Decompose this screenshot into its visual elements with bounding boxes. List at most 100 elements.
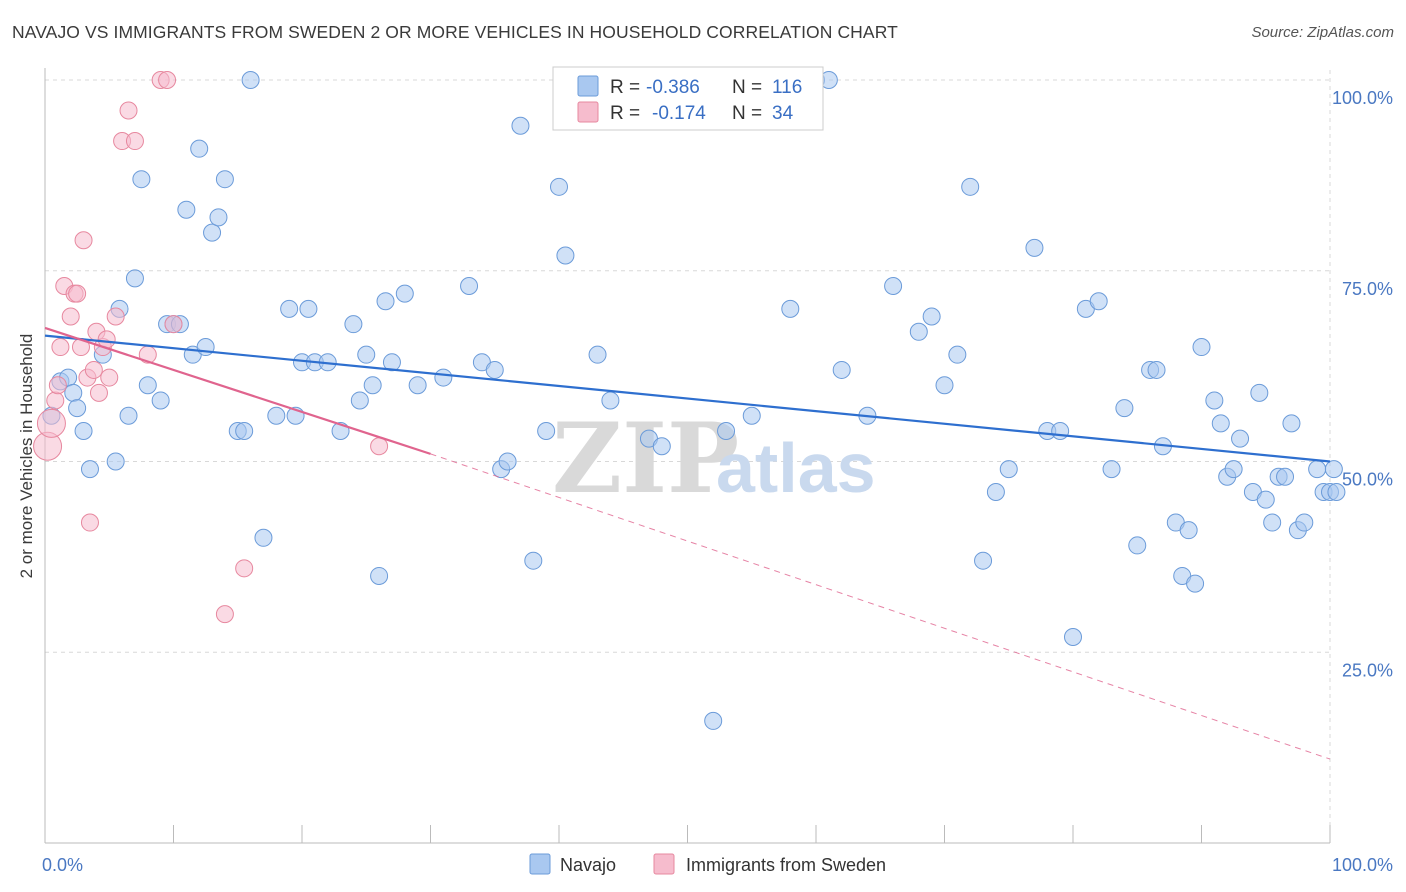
sweden-point-19 xyxy=(106,307,125,326)
legend-sweden-swatch xyxy=(653,853,675,875)
sweden-n-label: N = xyxy=(732,103,762,124)
navajo-point-33 xyxy=(299,299,318,318)
navajo-point-113 xyxy=(1327,483,1346,502)
navajo-point-3 xyxy=(64,383,83,402)
navajo-point-84 xyxy=(1102,460,1121,479)
navajo-point-10 xyxy=(119,406,138,425)
navajo-point-45 xyxy=(408,376,427,395)
sweden-swatch xyxy=(577,101,599,123)
navajo-point-54 xyxy=(537,421,556,440)
navajo-point-14 xyxy=(151,391,170,410)
navajo-point-92 xyxy=(1179,521,1198,540)
navajo-point-42 xyxy=(376,292,395,311)
sweden-point-8 xyxy=(68,284,87,303)
navajo-point-78 xyxy=(1025,238,1044,257)
navajo-n-label: N = xyxy=(732,77,762,98)
navajo-point-103 xyxy=(1263,513,1282,532)
legend-navajo-label: Navajo xyxy=(560,855,616,875)
navajo-point-28 xyxy=(254,528,273,547)
trend-lines xyxy=(44,326,1331,760)
navajo-point-40 xyxy=(363,376,382,395)
navajo-point-96 xyxy=(1211,414,1230,433)
x-tick-label-0: 0.0% xyxy=(42,855,83,875)
navajo-point-60 xyxy=(652,437,671,456)
navajo-point-88 xyxy=(1147,360,1166,379)
navajo-point-37 xyxy=(344,315,363,334)
navajo-point-93 xyxy=(1186,574,1205,593)
navajo-point-8 xyxy=(106,452,125,471)
navajo-point-64 xyxy=(781,299,800,318)
navajo-point-52 xyxy=(511,116,530,135)
sweden-point-15 xyxy=(89,383,108,402)
navajo-point-102 xyxy=(1256,490,1275,509)
navajo-trend-line xyxy=(44,334,1331,463)
navajo-point-22 xyxy=(203,223,222,242)
navajo-point-98 xyxy=(1224,460,1243,479)
navajo-point-95 xyxy=(1205,391,1224,410)
sweden-point-1 xyxy=(36,408,66,438)
sweden-point-10 xyxy=(74,231,93,250)
navajo-point-63 xyxy=(742,406,761,425)
navajo-point-85 xyxy=(1115,399,1134,418)
navajo-point-69 xyxy=(884,277,903,296)
navajo-point-105 xyxy=(1276,467,1295,486)
navajo-point-99 xyxy=(1231,429,1250,448)
navajo-point-11 xyxy=(125,269,144,288)
sweden-point-27 xyxy=(215,605,234,624)
navajo-point-71 xyxy=(922,307,941,326)
y-tick-label-0: 25.0% xyxy=(1342,660,1393,680)
navajo-point-108 xyxy=(1295,513,1314,532)
sweden-point-6 xyxy=(61,307,80,326)
navajo-point-49 xyxy=(485,360,504,379)
navajo-point-55 xyxy=(550,177,568,196)
chart-title: NAVAJO VS IMMIGRANTS FROM SWEDEN 2 OR MO… xyxy=(12,22,898,42)
navajo-point-80 xyxy=(1051,421,1070,440)
navajo-point-56 xyxy=(556,246,575,265)
navajo-point-4 xyxy=(68,399,87,418)
navajo-r-label: R = xyxy=(610,77,640,98)
navajo-point-24 xyxy=(215,170,234,189)
navajo-n-value: 116 xyxy=(772,77,802,98)
y-tick-label-1: 50.0% xyxy=(1342,470,1393,490)
navajo-point-20 xyxy=(190,139,209,158)
sweden-r-value: -0.174 xyxy=(652,103,706,124)
sweden-n-value: 34 xyxy=(772,103,794,124)
navajo-r-value: -0.386 xyxy=(646,77,700,98)
sweden-point-13 xyxy=(84,360,103,379)
navajo-point-83 xyxy=(1089,292,1108,311)
navajo-point-46 xyxy=(434,368,453,387)
sweden-trend-extension xyxy=(430,453,1331,760)
sweden-point-18 xyxy=(100,368,119,387)
navajo-point-23 xyxy=(209,208,228,227)
navajo-point-30 xyxy=(280,299,299,318)
sweden-point-2 xyxy=(46,391,65,410)
sweden-point-4 xyxy=(51,338,70,357)
navajo-point-29 xyxy=(267,406,286,425)
navajo-point-62 xyxy=(717,421,736,440)
watermark: ZIP atlas xyxy=(552,402,876,515)
stats-legend: R = -0.386 N = 116 R = -0.174 N = 34 xyxy=(552,66,824,131)
sweden-points xyxy=(33,71,389,624)
sweden-point-28 xyxy=(235,559,254,578)
watermark-atlas: atlas xyxy=(716,429,876,507)
navajo-point-43 xyxy=(382,353,401,372)
sweden-trend-line xyxy=(44,326,431,455)
navajo-point-12 xyxy=(132,170,151,189)
navajo-point-61 xyxy=(704,711,723,730)
navajo-point-109 xyxy=(1308,460,1327,479)
y-tick-label-3: 100.0% xyxy=(1332,88,1393,108)
sweden-point-29 xyxy=(370,437,389,456)
navajo-point-18 xyxy=(177,200,196,219)
sweden-point-25 xyxy=(158,71,177,89)
legend-navajo-swatch xyxy=(529,853,551,875)
navajo-point-26 xyxy=(235,421,254,440)
navajo-swatch xyxy=(577,75,599,97)
navajo-point-6 xyxy=(80,460,99,479)
sweden-point-26 xyxy=(164,315,183,334)
navajo-point-70 xyxy=(909,322,928,341)
navajo-point-38 xyxy=(350,391,369,410)
watermark-zip: ZIP xyxy=(552,402,739,515)
y-axis-label: 2 or more Vehicles in Household xyxy=(17,334,36,579)
navajo-points xyxy=(42,71,1346,730)
navajo-point-39 xyxy=(357,345,376,364)
